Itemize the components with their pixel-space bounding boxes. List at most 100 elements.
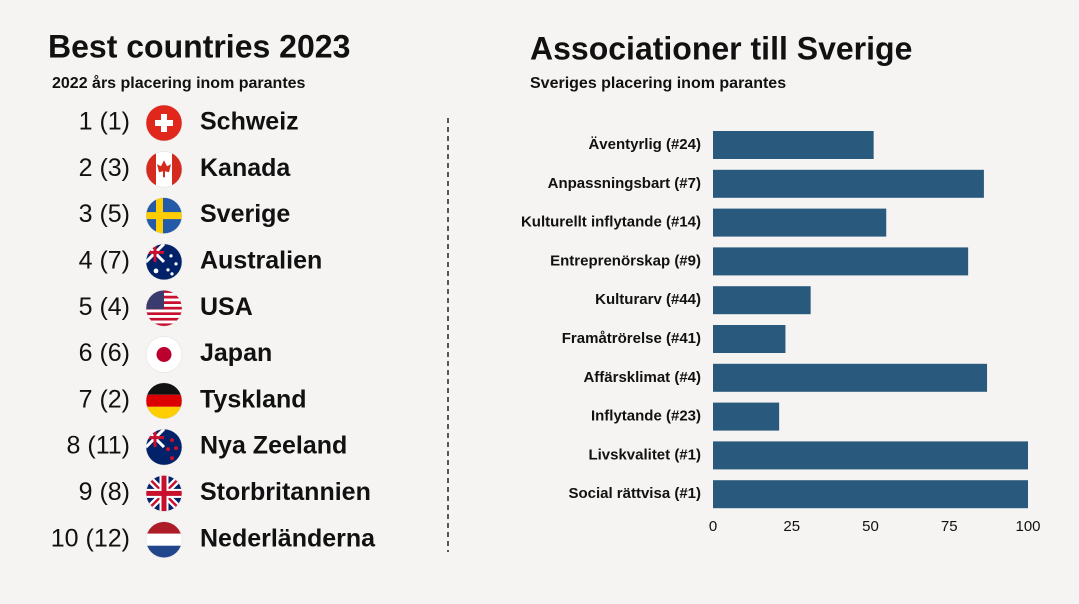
flag-clip <box>146 105 182 141</box>
flag-part <box>146 309 182 313</box>
flag <box>145 475 183 512</box>
rank: 9 (8) <box>79 478 130 506</box>
flag-part <box>170 456 174 461</box>
flag-part <box>153 429 157 448</box>
flag-part <box>161 475 167 512</box>
flag-part <box>156 197 163 234</box>
flag-part <box>174 262 178 266</box>
bar <box>713 441 1028 470</box>
country: Japan <box>200 339 272 367</box>
y-tick-label: Kulturarv (#44) <box>595 291 701 308</box>
rank: 2 (3) <box>79 154 130 182</box>
x-tick-label: 0 <box>709 518 717 535</box>
rank: 3 (5) <box>79 200 130 228</box>
x-tick-label: 25 <box>783 518 800 535</box>
flag-part <box>166 447 170 452</box>
rank: 7 (2) <box>79 385 130 413</box>
flag-part <box>161 114 167 132</box>
flag-part <box>170 272 174 276</box>
flag <box>145 104 183 142</box>
flag-part <box>170 438 174 443</box>
bar <box>713 131 874 159</box>
country: Schweiz <box>200 108 299 136</box>
flag-part <box>146 315 182 318</box>
ranking-title: Best countries 2023 <box>48 28 350 64</box>
bar <box>713 402 780 431</box>
flag-outline <box>145 289 183 327</box>
flag <box>145 197 183 234</box>
flag-clip <box>146 382 182 419</box>
flag <box>145 151 183 188</box>
x-tick-label: 50 <box>862 518 879 535</box>
flag-outline <box>145 382 183 420</box>
rank: 8 (11) <box>67 432 130 460</box>
flag-part <box>146 212 182 220</box>
flag-clip <box>146 197 182 234</box>
y-tick-label: Affärsklimat (#4) <box>583 369 701 386</box>
bar <box>713 480 1028 509</box>
flag-part <box>146 151 156 188</box>
country: USA <box>200 293 253 321</box>
flag-part <box>146 312 182 316</box>
flag-part <box>146 533 182 546</box>
rank: 1 (1) <box>79 108 130 136</box>
flag-outline <box>145 521 183 558</box>
bar <box>713 325 786 353</box>
flag-part <box>146 545 182 558</box>
flag-outline <box>145 475 183 512</box>
y-tick-label: Inflytande (#23) <box>591 408 701 425</box>
flag-part <box>146 406 182 419</box>
flag-clip <box>146 336 182 373</box>
country: Nederländerna <box>200 524 376 552</box>
flag-part <box>169 254 173 258</box>
flag-part <box>146 382 182 395</box>
y-tick-label: Framåtrörelse (#41) <box>562 330 701 347</box>
bar <box>713 363 988 392</box>
country: Kanada <box>200 154 291 182</box>
flag-clip <box>146 521 182 558</box>
flag-clip <box>146 290 182 327</box>
bar <box>713 247 969 276</box>
flag-outline <box>145 336 183 373</box>
flag-part <box>156 347 172 362</box>
chart-title: Associationer till Sverige <box>530 30 912 66</box>
flag-outline <box>145 197 183 234</box>
y-tick-label: Anpassningsbart (#7) <box>548 175 701 192</box>
flag <box>145 336 183 373</box>
flag-outline <box>145 151 183 188</box>
flag <box>145 521 183 558</box>
x-tick-label: 100 <box>1015 518 1040 535</box>
country: Australien <box>200 247 322 275</box>
rank: 4 (7) <box>79 247 130 275</box>
flag-outline <box>145 104 183 142</box>
rank: 5 (4) <box>79 293 130 321</box>
country: Sverige <box>200 200 290 228</box>
flag <box>145 289 183 327</box>
y-tick-label: Social rättvisa (#1) <box>568 485 701 502</box>
country: Nya Zeeland <box>200 432 347 460</box>
rank: 6 (6) <box>79 339 130 367</box>
flag <box>145 428 183 466</box>
flag-part <box>146 317 182 321</box>
flag-part <box>146 323 182 327</box>
flag-part <box>146 394 182 407</box>
flag-clip <box>146 475 182 512</box>
y-tick-label: Livskvalitet (#1) <box>588 446 701 463</box>
flag-clip <box>146 151 182 188</box>
bar <box>713 208 887 237</box>
country: Tyskland <box>200 385 307 413</box>
ranking-subtitle: 2022 års placering inom parantes <box>52 74 306 92</box>
flag-part <box>157 160 171 178</box>
y-tick-label: Entreprenörskap (#9) <box>550 252 701 269</box>
flag-part <box>153 243 157 262</box>
flag-part <box>166 268 170 272</box>
x-tick-label: 75 <box>941 518 958 535</box>
flag-part <box>146 320 182 324</box>
flag-part <box>153 268 159 274</box>
flag <box>145 382 183 420</box>
flag-clip <box>146 429 182 466</box>
bar <box>713 169 984 198</box>
flag-outline <box>145 428 183 466</box>
